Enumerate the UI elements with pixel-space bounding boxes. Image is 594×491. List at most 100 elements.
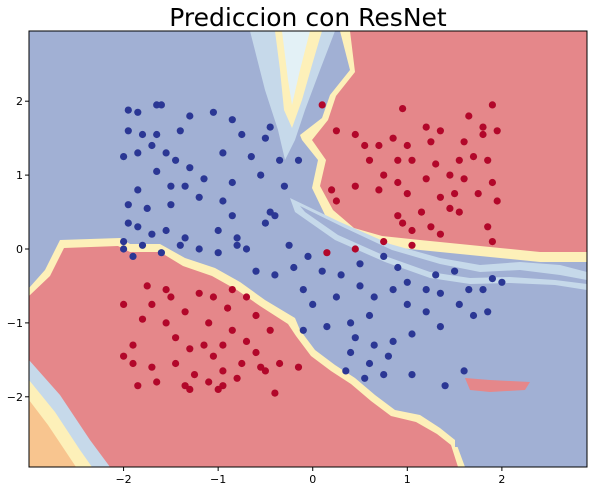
point-blue-88 bbox=[366, 312, 373, 319]
point-blue-54 bbox=[120, 245, 127, 252]
point-blue-80 bbox=[489, 275, 496, 282]
point-blue-69 bbox=[309, 301, 316, 308]
point-red-5 bbox=[352, 131, 359, 138]
point-red-30 bbox=[328, 186, 335, 193]
point-blue-39 bbox=[271, 212, 278, 219]
point-blue-100 bbox=[361, 375, 368, 382]
point-red-97 bbox=[215, 386, 222, 393]
point-red-11 bbox=[479, 124, 486, 131]
point-red-56 bbox=[196, 290, 203, 297]
point-red-60 bbox=[120, 301, 127, 308]
point-blue-5 bbox=[210, 109, 217, 116]
point-red-96 bbox=[186, 386, 193, 393]
point-red-37 bbox=[333, 197, 340, 204]
y-tick-label-3: 1 bbox=[16, 169, 23, 182]
point-blue-17 bbox=[163, 149, 170, 156]
point-blue-27 bbox=[200, 175, 207, 182]
point-red-25 bbox=[394, 179, 401, 186]
plot-area bbox=[29, 31, 587, 467]
y-tick-label-1: −1 bbox=[7, 317, 23, 330]
point-red-40 bbox=[446, 205, 453, 212]
point-red-45 bbox=[484, 223, 491, 230]
point-red-35 bbox=[451, 190, 458, 197]
point-blue-55 bbox=[129, 253, 136, 260]
point-blue-44 bbox=[182, 234, 189, 241]
point-red-0 bbox=[319, 101, 326, 108]
point-blue-1 bbox=[134, 109, 141, 116]
point-blue-82 bbox=[437, 290, 444, 297]
point-red-6 bbox=[361, 142, 368, 149]
point-red-75 bbox=[210, 353, 217, 360]
point-blue-49 bbox=[139, 242, 146, 249]
point-red-4 bbox=[333, 127, 340, 134]
point-red-46 bbox=[408, 227, 415, 234]
point-red-44 bbox=[427, 223, 434, 230]
point-blue-89 bbox=[347, 319, 354, 326]
x-tick-label-0: −2 bbox=[115, 473, 131, 486]
point-blue-86 bbox=[423, 308, 430, 315]
point-red-70 bbox=[243, 338, 250, 345]
point-blue-58 bbox=[243, 245, 250, 252]
point-blue-77 bbox=[451, 268, 458, 275]
decision-regions bbox=[29, 31, 587, 467]
point-blue-70 bbox=[333, 293, 340, 300]
point-red-87 bbox=[295, 364, 302, 371]
point-blue-60 bbox=[271, 271, 278, 278]
point-red-91 bbox=[205, 378, 212, 385]
point-red-68 bbox=[205, 319, 212, 326]
point-blue-73 bbox=[390, 286, 397, 293]
point-blue-22 bbox=[276, 157, 283, 164]
point-red-48 bbox=[489, 238, 496, 245]
point-blue-66 bbox=[380, 253, 387, 260]
point-red-16 bbox=[479, 131, 486, 138]
point-red-50 bbox=[380, 238, 387, 245]
point-red-31 bbox=[352, 183, 359, 190]
point-blue-31 bbox=[134, 186, 141, 193]
point-blue-47 bbox=[262, 220, 269, 227]
point-blue-7 bbox=[238, 131, 245, 138]
point-red-78 bbox=[120, 353, 127, 360]
point-red-21 bbox=[456, 157, 463, 164]
y-axis-ticks: −2 −1 0 1 2 bbox=[7, 95, 29, 404]
point-blue-11 bbox=[139, 131, 146, 138]
point-red-82 bbox=[191, 371, 198, 378]
point-red-88 bbox=[134, 382, 141, 389]
point-blue-10 bbox=[125, 127, 132, 134]
point-blue-105 bbox=[385, 353, 392, 360]
point-red-80 bbox=[148, 364, 155, 371]
point-red-69 bbox=[229, 327, 236, 334]
point-blue-85 bbox=[484, 308, 491, 315]
point-blue-53 bbox=[286, 242, 293, 249]
point-red-27 bbox=[446, 172, 453, 179]
point-blue-14 bbox=[148, 142, 155, 149]
point-blue-26 bbox=[182, 183, 189, 190]
point-red-86 bbox=[276, 360, 283, 367]
point-blue-12 bbox=[153, 131, 160, 138]
point-blue-24 bbox=[153, 168, 160, 175]
point-red-1 bbox=[399, 105, 406, 112]
point-red-15 bbox=[427, 138, 434, 145]
point-blue-8 bbox=[262, 135, 269, 142]
point-red-81 bbox=[172, 360, 179, 367]
point-red-26 bbox=[423, 175, 430, 182]
x-tick-label-1: −1 bbox=[210, 473, 226, 486]
point-blue-68 bbox=[300, 286, 307, 293]
point-blue-32 bbox=[125, 201, 132, 208]
point-blue-56 bbox=[158, 249, 165, 256]
point-red-3 bbox=[465, 112, 472, 119]
point-red-74 bbox=[200, 342, 207, 349]
point-blue-23 bbox=[295, 157, 302, 164]
point-blue-104 bbox=[461, 367, 468, 374]
point-red-61 bbox=[148, 301, 155, 308]
point-red-52 bbox=[323, 249, 330, 256]
point-blue-98 bbox=[366, 360, 373, 367]
point-blue-65 bbox=[356, 260, 363, 267]
point-red-22 bbox=[470, 153, 477, 160]
point-blue-67 bbox=[394, 264, 401, 271]
point-red-38 bbox=[394, 212, 401, 219]
point-blue-40 bbox=[125, 220, 132, 227]
y-tick-label-0: −2 bbox=[7, 391, 23, 404]
point-blue-64 bbox=[338, 271, 345, 278]
point-blue-75 bbox=[423, 286, 430, 293]
point-red-19 bbox=[408, 157, 415, 164]
